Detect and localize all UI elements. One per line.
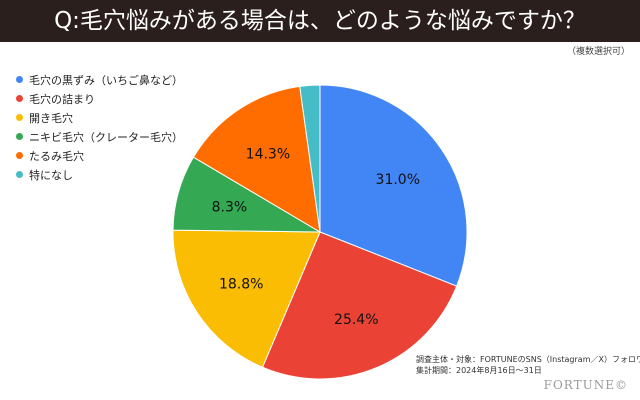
multiple-choice-note: （複数選択可） xyxy=(566,47,630,57)
slice-label: 25.4% xyxy=(334,312,378,328)
brand-logo: FORTUNE© xyxy=(543,378,628,392)
legend-dot-icon xyxy=(16,114,23,121)
legend-item: 毛穴の黒ずみ（いちご鼻など） xyxy=(16,70,183,89)
slice-label: 18.8% xyxy=(219,276,263,292)
legend-label: ニキビ毛穴（クレーター毛穴） xyxy=(29,130,183,144)
legend-dot-icon xyxy=(16,152,23,159)
legend-label: 開き毛穴 xyxy=(29,111,73,125)
legend-item: 開き毛穴 xyxy=(16,108,183,127)
pie-slice xyxy=(319,84,468,287)
source-line: 調査主体・対象：FORTUNEのSNS（Instagram／X）フォロワー様 xyxy=(416,355,640,364)
period-line: 集計期間：2024年8月16日〜31日 xyxy=(416,366,542,375)
pie-slice xyxy=(172,229,321,368)
pie-slice xyxy=(299,84,321,233)
pie-slice xyxy=(261,231,458,380)
legend-label: 毛穴の詰まり xyxy=(29,92,95,106)
chart-title: Q:毛穴悩みがある場合は、どのような悩みですか？ xyxy=(54,8,586,34)
slice-label: 8.3% xyxy=(212,200,248,216)
source-note: 調査主体・対象：FORTUNEのSNS（Instagram／X）フォロワー様 集… xyxy=(416,354,640,376)
legend-item: たるみ毛穴 xyxy=(16,146,183,165)
legend-dot-icon xyxy=(16,76,23,83)
legend-dot-icon xyxy=(16,133,23,140)
legend-label: 特になし xyxy=(29,168,73,182)
legend: 毛穴の黒ずみ（いちご鼻など） 毛穴の詰まり 開き毛穴 ニキビ毛穴（クレーター毛穴… xyxy=(16,70,183,184)
legend-item: ニキビ毛穴（クレーター毛穴） xyxy=(16,127,183,146)
slice-label: 14.3% xyxy=(246,147,290,163)
legend-item: 毛穴の詰まり xyxy=(16,89,183,108)
legend-dot-icon xyxy=(16,95,23,102)
slice-label: 31.0% xyxy=(376,172,420,188)
pie-slice xyxy=(192,85,321,233)
legend-dot-icon xyxy=(16,171,23,178)
legend-item: 特になし xyxy=(16,165,183,184)
title-bar xyxy=(0,0,640,42)
legend-label: たるみ毛穴 xyxy=(29,149,84,163)
legend-label: 毛穴の黒ずみ（いちご鼻など） xyxy=(29,73,183,87)
